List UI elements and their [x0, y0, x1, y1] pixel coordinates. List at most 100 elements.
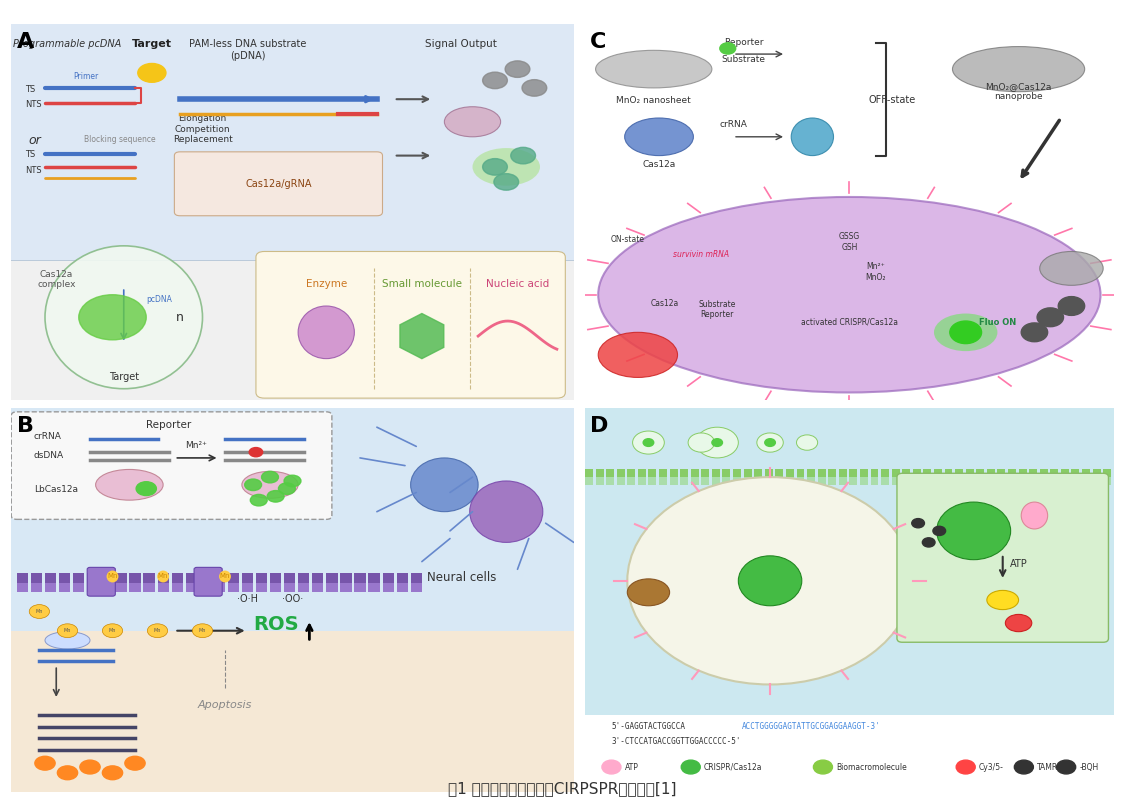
Text: Cas12a/gRNA: Cas12a/gRNA	[245, 178, 312, 189]
Bar	[701, 477, 709, 485]
Text: ATP: ATP	[624, 762, 639, 771]
Text: Mn²⁺
MnO₂: Mn²⁺ MnO₂	[865, 262, 886, 282]
Circle shape	[29, 605, 50, 618]
Bar	[955, 470, 963, 477]
Bar	[691, 470, 699, 477]
Circle shape	[250, 447, 263, 457]
Bar	[1092, 470, 1100, 477]
Bar	[965, 470, 973, 477]
Bar	[881, 477, 889, 485]
Circle shape	[505, 61, 530, 78]
Text: Mn: Mn	[107, 574, 118, 579]
Text: Biomacromolecule: Biomacromolecule	[836, 762, 907, 771]
Text: n: n	[176, 310, 184, 324]
Text: Mn: Mn	[154, 628, 161, 634]
Bar	[45, 582, 56, 592]
Bar	[341, 573, 352, 582]
Bar	[892, 470, 900, 477]
Bar	[659, 477, 667, 485]
Text: NTS: NTS	[26, 100, 42, 109]
Bar	[786, 470, 794, 477]
Text: Cas12a: Cas12a	[650, 299, 678, 308]
Bar	[116, 582, 127, 592]
Circle shape	[682, 760, 700, 774]
Bar	[849, 477, 857, 485]
Bar	[585, 477, 593, 485]
Circle shape	[268, 490, 284, 502]
Bar	[186, 582, 197, 592]
Text: Reporter: Reporter	[723, 38, 764, 46]
Bar	[227, 582, 240, 592]
Bar	[691, 477, 699, 485]
Bar	[924, 477, 932, 485]
FancyBboxPatch shape	[88, 567, 116, 596]
Bar	[595, 477, 603, 485]
Circle shape	[1022, 323, 1047, 342]
Bar	[298, 573, 309, 582]
Bar	[701, 470, 709, 477]
Bar	[17, 573, 28, 582]
Bar	[585, 470, 593, 477]
Bar	[818, 470, 826, 477]
Circle shape	[57, 766, 78, 780]
Text: 图1 基于反式切割介导的CIRPSPR生物成像[1]: 图1 基于反式切割介导的CIRPSPR生物成像[1]	[448, 781, 677, 796]
Bar	[871, 477, 879, 485]
Bar	[397, 582, 408, 592]
Bar	[765, 470, 773, 477]
Text: Mn²⁺: Mn²⁺	[186, 442, 207, 450]
Bar	[326, 573, 338, 582]
FancyBboxPatch shape	[11, 412, 332, 519]
FancyBboxPatch shape	[256, 251, 566, 398]
Circle shape	[279, 483, 295, 494]
FancyBboxPatch shape	[195, 567, 223, 596]
Circle shape	[911, 518, 925, 528]
Bar	[681, 477, 688, 485]
FancyBboxPatch shape	[897, 474, 1108, 642]
Bar	[860, 470, 867, 477]
Bar	[382, 582, 394, 592]
Ellipse shape	[937, 502, 1010, 560]
Bar	[616, 470, 624, 477]
Bar	[722, 470, 730, 477]
Circle shape	[494, 174, 519, 190]
Bar	[616, 477, 624, 485]
Circle shape	[483, 72, 507, 89]
Text: Mn: Mn	[158, 574, 169, 579]
Bar	[73, 582, 84, 592]
Bar	[270, 582, 281, 592]
Bar	[628, 477, 636, 485]
Bar	[828, 477, 836, 485]
Bar	[648, 477, 656, 485]
Bar	[902, 477, 910, 485]
Bar	[754, 470, 762, 477]
Bar	[172, 573, 183, 582]
Bar	[411, 573, 422, 582]
Text: 5'-GAGGTACTGGCCA: 5'-GAGGTACTGGCCA	[612, 722, 685, 730]
Text: survivin mRNA: survivin mRNA	[673, 250, 729, 259]
Text: Blocking sequence: Blocking sequence	[84, 135, 156, 145]
Circle shape	[696, 427, 738, 458]
Ellipse shape	[624, 118, 693, 155]
Bar	[849, 470, 857, 477]
Circle shape	[922, 538, 935, 547]
Bar	[1071, 477, 1079, 485]
Bar	[200, 573, 212, 582]
Ellipse shape	[598, 332, 677, 378]
Bar	[284, 573, 295, 582]
Bar	[669, 470, 677, 477]
Bar	[998, 477, 1006, 485]
Circle shape	[483, 158, 507, 175]
Bar	[88, 573, 99, 582]
Bar	[73, 573, 84, 582]
Text: LbCas12a: LbCas12a	[34, 486, 78, 494]
Bar	[712, 477, 720, 485]
Circle shape	[644, 438, 654, 446]
Text: Mn: Mn	[109, 628, 116, 634]
Bar	[669, 477, 677, 485]
Bar	[934, 477, 942, 485]
Circle shape	[765, 438, 775, 446]
Bar	[1092, 477, 1100, 485]
Bar	[1051, 477, 1059, 485]
Bar	[354, 573, 366, 582]
Bar	[313, 573, 324, 582]
